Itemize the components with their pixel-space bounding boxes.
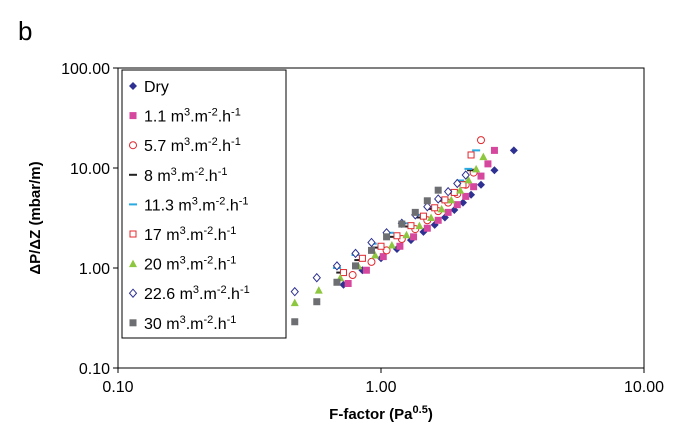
x-tick-label: 0.10 — [102, 379, 133, 396]
y-axis: 0.10 1.00 10.00 100.00 — [61, 61, 118, 378]
data-point — [352, 262, 360, 270]
data-point — [509, 146, 518, 155]
data-point — [387, 240, 396, 249]
y-tick-label: 10.00 — [70, 161, 110, 178]
legend-marker — [129, 112, 137, 120]
panel-label: b — [18, 16, 32, 46]
data-point — [415, 221, 424, 230]
data-point — [479, 152, 488, 161]
data-point — [477, 172, 485, 180]
data-point — [476, 180, 485, 189]
x-axis-title: F-factor (Pa0.5) — [329, 404, 433, 423]
y-tick-label: 0.10 — [79, 361, 110, 378]
data-point — [407, 222, 415, 230]
data-point — [423, 224, 431, 232]
data-point — [393, 232, 401, 240]
data-point — [313, 298, 321, 306]
data-point — [411, 208, 419, 216]
data-point — [358, 254, 366, 262]
data-point — [456, 186, 465, 194]
data-point — [410, 233, 418, 241]
data-point — [476, 136, 485, 145]
data-point — [461, 170, 470, 180]
data-point — [458, 198, 467, 207]
legend-entry: 22.6 m3.m-2.h-1 — [144, 284, 250, 303]
legend-entry: Dry — [144, 79, 169, 96]
data-point — [367, 246, 375, 254]
data-point — [339, 269, 347, 277]
data-point — [462, 192, 470, 200]
data-point — [351, 248, 360, 259]
legend-marker — [129, 82, 137, 90]
legend-entry: 5.7 m3.m-2.h-1 — [144, 136, 241, 155]
data-point — [434, 216, 442, 224]
data-point — [379, 253, 387, 261]
data-points — [290, 136, 518, 326]
data-point — [470, 183, 478, 191]
data-point — [312, 272, 321, 283]
data-point — [450, 188, 458, 196]
data-point — [377, 242, 385, 250]
data-point — [383, 233, 391, 241]
data-point — [434, 194, 443, 204]
legend-marker — [129, 259, 137, 268]
legend-marker — [129, 141, 137, 150]
legend-box — [121, 69, 287, 339]
x-tick-label: 1.00 — [365, 379, 396, 396]
data-point — [423, 201, 432, 212]
data-point — [348, 271, 357, 280]
data-point — [484, 160, 492, 168]
data-point — [434, 186, 442, 194]
data-point — [467, 151, 475, 159]
data-point — [447, 195, 456, 204]
data-point — [396, 242, 404, 250]
legend-entry: 11.3 m3.m-2.h-1 — [144, 195, 249, 214]
legend-entry: 17 m3.m-2.h-1 — [144, 225, 236, 244]
data-point — [402, 230, 411, 239]
x-tick-label: 10.00 — [624, 379, 664, 396]
y-tick-label: 100.00 — [61, 61, 110, 78]
data-point — [367, 237, 376, 248]
data-point — [333, 278, 341, 286]
data-point — [344, 279, 352, 287]
data-point — [453, 178, 462, 189]
legend: Dry 1.1 m3.m-2.h-1 5.7 m3.m-2.h-1 8 m3.m-2.… — [121, 69, 287, 339]
data-point — [423, 197, 431, 205]
data-point — [362, 266, 370, 274]
data-point — [490, 166, 499, 175]
legend-entry: 8 m3.m-2.h-1 — [144, 166, 227, 185]
data-point — [464, 175, 473, 184]
legend-entry: 1.1 m3.m-2.h-1 — [144, 107, 241, 126]
data-point — [437, 204, 446, 213]
legend-marker — [129, 230, 137, 238]
data-point — [371, 250, 380, 259]
y-axis-title: ΔP/ΔZ (mbar/m) — [27, 161, 44, 274]
data-point — [443, 186, 453, 197]
legend-entry: 20 m3.m-2.h-1 — [144, 255, 236, 274]
data-point — [398, 220, 406, 228]
data-point — [314, 286, 323, 294]
data-point — [431, 204, 439, 212]
legend-entry: 30 m3.m-2.h-1 — [144, 314, 236, 333]
data-point — [453, 201, 461, 209]
data-point — [290, 286, 299, 297]
data-point — [444, 208, 452, 216]
data-point — [382, 246, 391, 255]
data-point — [472, 164, 481, 173]
legend-marker — [128, 288, 138, 298]
data-point — [332, 261, 342, 271]
data-point — [441, 196, 449, 204]
data-point — [419, 212, 427, 220]
data-point — [290, 298, 299, 307]
data-point — [367, 257, 376, 266]
x-axis: 0.10 1.00 10.00 — [102, 368, 664, 396]
y-tick-label: 1.00 — [79, 261, 110, 278]
data-point — [427, 213, 436, 221]
data-point — [291, 318, 299, 326]
legend-marker — [129, 319, 137, 327]
data-point — [490, 146, 498, 154]
